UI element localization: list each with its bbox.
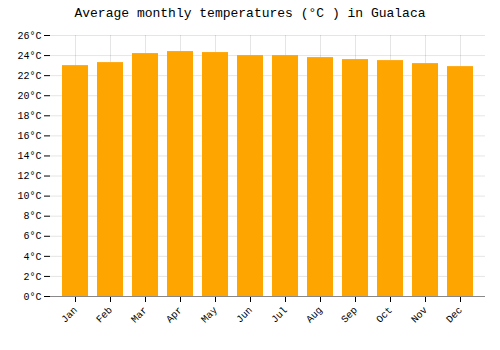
- svg-text:2°C: 2°C: [23, 272, 41, 283]
- svg-text:Dec: Dec: [444, 305, 465, 326]
- svg-text:6°C: 6°C: [23, 231, 41, 242]
- svg-text:Nov: Nov: [409, 305, 430, 326]
- svg-text:22°C: 22°C: [17, 71, 41, 82]
- svg-text:16°C: 16°C: [17, 131, 41, 142]
- svg-text:Jun: Jun: [234, 305, 255, 326]
- svg-text:0°C: 0°C: [23, 292, 41, 303]
- svg-text:Sep: Sep: [339, 305, 360, 326]
- svg-text:Jul: Jul: [269, 305, 290, 326]
- svg-text:May: May: [199, 305, 220, 326]
- svg-text:14°C: 14°C: [17, 151, 41, 162]
- svg-text:24°C: 24°C: [17, 51, 41, 62]
- svg-text:Aug: Aug: [304, 305, 325, 326]
- svg-text:20°C: 20°C: [17, 91, 41, 102]
- svg-text:4°C: 4°C: [23, 252, 41, 263]
- svg-text:Oct: Oct: [374, 305, 395, 326]
- svg-text:Jan: Jan: [59, 305, 80, 326]
- svg-text:12°C: 12°C: [17, 171, 41, 182]
- svg-text:10°C: 10°C: [17, 191, 41, 202]
- svg-text:26°C: 26°C: [17, 31, 41, 42]
- svg-text:18°C: 18°C: [17, 111, 41, 122]
- html-text:Average monthly temperatures (: Average monthly temperatures (°C ) in Gu…: [74, 6, 426, 21]
- svg-text:Feb: Feb: [94, 305, 115, 326]
- svg-text:Mar: Mar: [129, 305, 150, 326]
- svg-text:8°C: 8°C: [23, 211, 41, 222]
- svg-text:Apr: Apr: [164, 305, 185, 326]
